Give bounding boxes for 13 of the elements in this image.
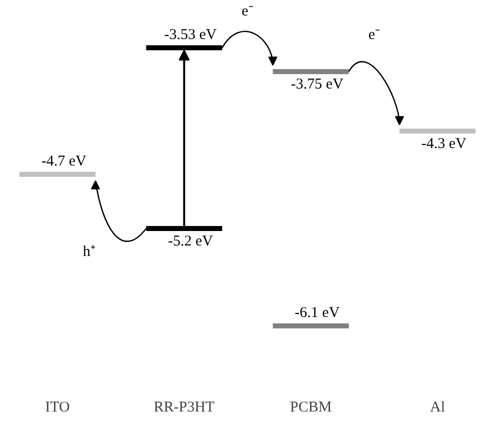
data-label: -3.53 eV [164,26,217,43]
category-label: ITO [45,400,70,416]
text: h⁺ [82,244,96,260]
text: e⁻ [368,27,380,44]
category-label: RR-P3HT [154,400,215,416]
category-label: PCBM [290,400,332,416]
data-label: -5.2 eV [168,233,214,250]
data-label: -6.1 eV [294,304,340,321]
data-label: -4.3 eV [421,136,466,152]
text: e⁻ [242,3,254,20]
data-label: -3.75 eV [290,76,344,93]
category-label: Al [430,400,445,416]
data-label: -4.7 eV [41,153,86,170]
